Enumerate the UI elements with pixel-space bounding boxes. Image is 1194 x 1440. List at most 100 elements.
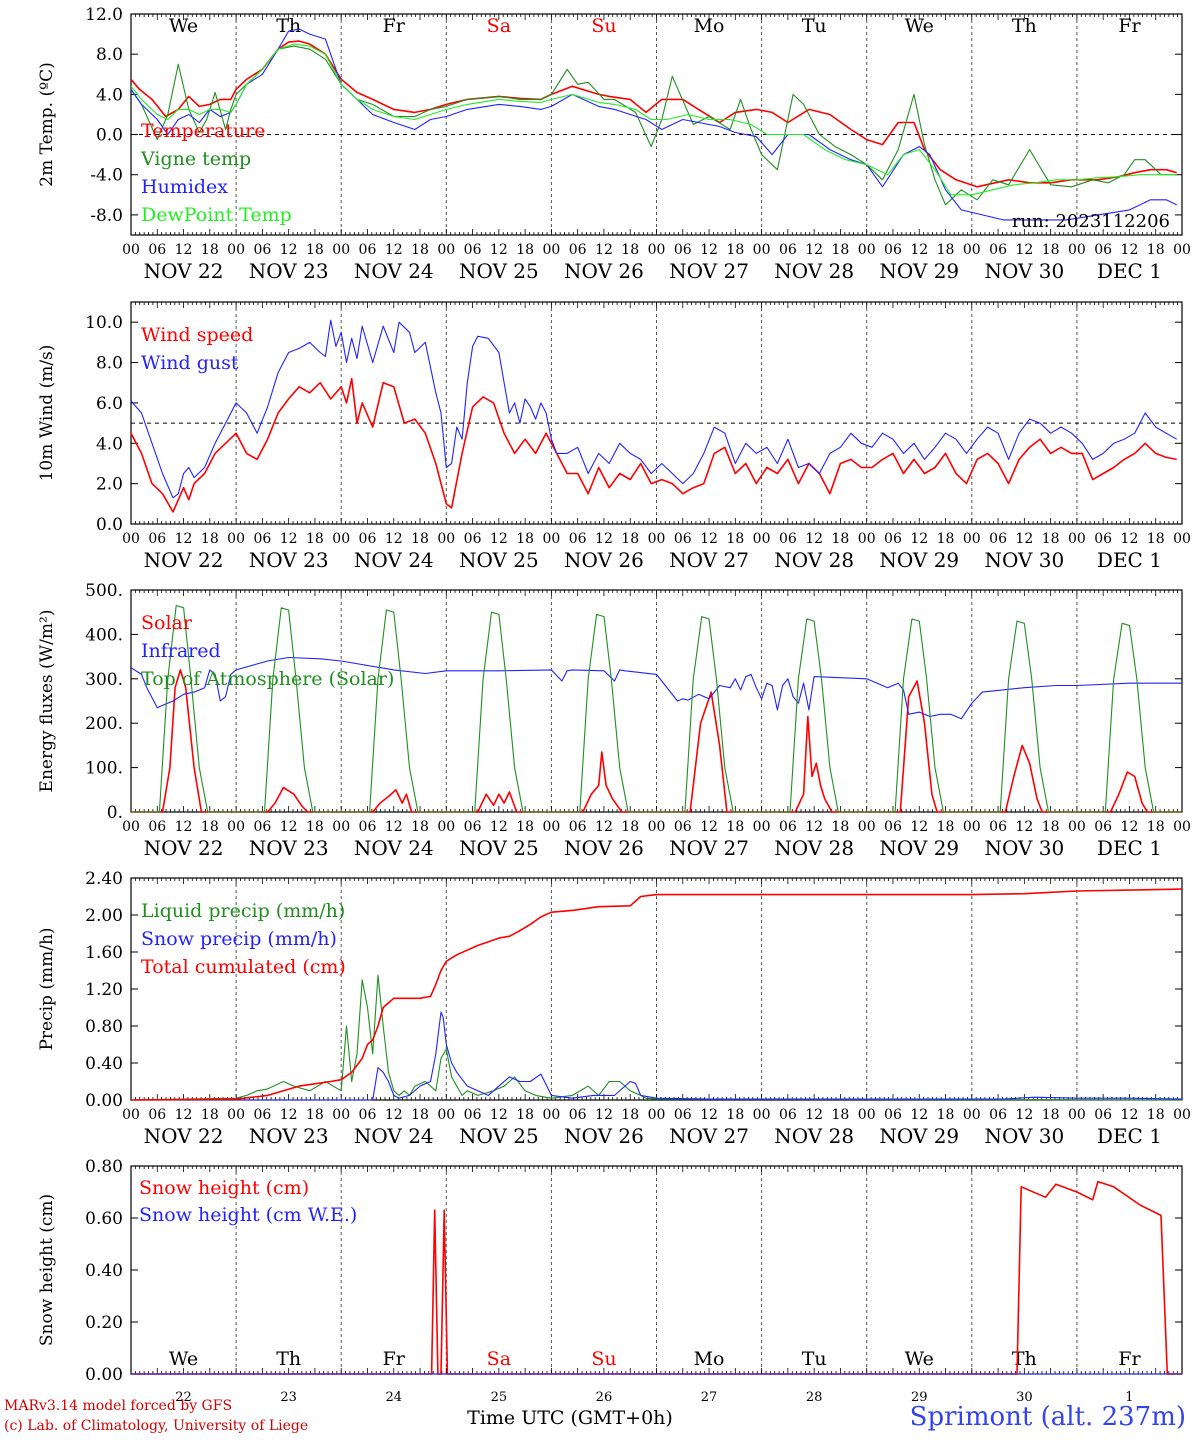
legend-entry: Wind speed [141,324,253,346]
date-label: NOV 29 [879,1124,959,1148]
hour-label: 06 [779,1107,797,1123]
hour-label: 06 [1094,819,1112,835]
day-name-label: Mo [694,15,725,37]
hour-label: 00 [963,819,981,835]
hour-label: 12 [805,1107,823,1123]
date-label: NOV 29 [879,259,959,283]
hour-label: 00 [1173,242,1191,258]
legend-entry: Snow height (cm) [139,1177,309,1199]
day-name-label: Fr [383,15,406,37]
hour-label: 18 [1042,242,1060,258]
hour-label: 18 [1042,819,1060,835]
day-name-label: Mo [694,1348,725,1370]
hour-label: 06 [1094,242,1112,258]
hour-label: 06 [779,242,797,258]
hour-label: 18 [516,531,534,547]
date-label: NOV 23 [249,259,329,283]
hour-label: 00 [122,1107,140,1123]
day-number-label: 1 [1125,1390,1133,1405]
series-line [130,656,1182,720]
hour-label: 18 [1147,1107,1165,1123]
day-name-label: Su [591,1348,616,1370]
legend-entry: Snow precip (mm/h) [141,928,337,950]
hour-label: 18 [411,1107,429,1123]
hour-label: 12 [700,1107,718,1123]
legend-entry: Top of Atmosphere (Solar) [141,668,394,690]
hour-label: 12 [280,242,298,258]
y-tick-label: 8.0 [96,354,123,374]
hour-label: 06 [674,242,692,258]
hour-label: 00 [332,819,350,835]
hour-label: 06 [359,819,377,835]
y-tick-label: 200. [85,714,123,734]
legend-entry: Wind gust [141,352,239,374]
date-label: DEC 1 [1097,259,1162,283]
legend-entry: Infrared [141,640,221,662]
hour-label: 18 [201,242,219,258]
hour-label: 18 [937,1107,955,1123]
hour-label: 06 [148,819,166,835]
hour-label: 06 [884,819,902,835]
y-tick-label: 100. [85,759,123,779]
date-label: DEC 1 [1097,836,1162,860]
y-tick-label: 0. [107,803,123,823]
day-name-label: Fr [1118,15,1141,37]
day-number-label: 29 [911,1390,928,1405]
date-label: NOV 27 [669,259,749,283]
date-label: NOV 22 [144,548,224,572]
hour-label: 12 [805,819,823,835]
day-name-label: Th [1012,15,1037,37]
hour-label: 18 [1147,242,1165,258]
hour-label: 18 [832,242,850,258]
hour-label: 12 [595,531,613,547]
hour-label: 18 [411,819,429,835]
hour-label: 12 [175,819,193,835]
hour-label: 18 [937,819,955,835]
day-number-label: 27 [701,1390,718,1405]
hour-label: 18 [726,819,744,835]
date-label: NOV 26 [564,259,644,283]
legend-entry: DewPoint Temp [141,204,292,226]
date-label: NOV 24 [354,1124,434,1148]
hour-label: 18 [201,531,219,547]
day-name-label: Tu [802,1348,827,1370]
hour-label: 12 [1015,819,1033,835]
hour-label: 18 [621,819,639,835]
date-label: NOV 27 [669,836,749,860]
hour-label: 12 [910,242,928,258]
y-tick-label: 0.40 [85,1261,123,1281]
hour-label: 06 [253,1107,271,1123]
day-name-label: We [169,1348,198,1370]
hour-label: 06 [569,242,587,258]
hour-label: 12 [385,1107,403,1123]
hour-label: 12 [910,1107,928,1123]
date-label: NOV 25 [459,1124,539,1148]
y-tick-label: 10.0 [85,313,123,333]
series-line [130,45,1177,206]
hour-label: 00 [1173,819,1191,835]
date-label: NOV 30 [984,548,1064,572]
hour-label: 18 [832,531,850,547]
hour-label: 06 [674,819,692,835]
y-tick-label: 0.0 [96,515,123,535]
day-number-label: 22 [175,1390,192,1405]
legend-entry: Humidex [141,176,228,198]
y-tick-label: 1.60 [85,943,123,963]
hour-label: 12 [1121,1107,1139,1123]
hour-label: 00 [648,1107,666,1123]
date-label: NOV 30 [984,259,1064,283]
day-name-label: We [905,15,934,37]
hour-label: 06 [779,819,797,835]
hour-label: 00 [648,819,666,835]
y-tick-label: 500. [85,581,123,601]
hour-label: 00 [227,1107,245,1123]
hour-label: 18 [411,531,429,547]
hour-label: 06 [464,1107,482,1123]
model-credit: MARv3.14 model forced by GFS [4,1398,233,1414]
hour-label: 12 [490,1107,508,1123]
day-name-label: Tu [802,15,827,37]
hour-label: 06 [989,242,1007,258]
date-label: NOV 30 [984,1124,1064,1148]
hour-label: 00 [227,531,245,547]
hour-label: 00 [542,531,560,547]
